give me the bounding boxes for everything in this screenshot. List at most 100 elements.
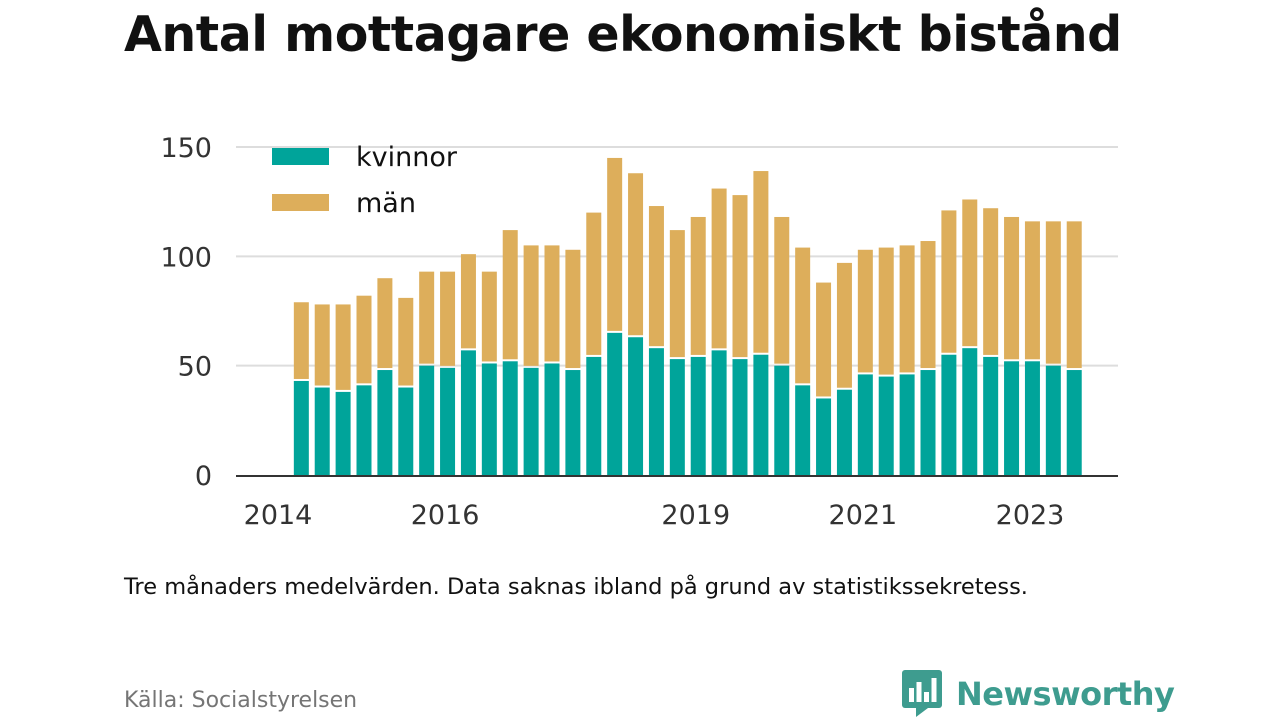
bar-kvinnor	[1004, 361, 1020, 475]
chart-caption: Tre månaders medelvärden. Data saknas ib…	[124, 574, 1028, 600]
y-tick-label: 50	[178, 352, 212, 383]
newsworthy-logo-icon	[902, 670, 942, 717]
bar-man	[962, 199, 978, 347]
bar-kvinnor	[1045, 365, 1061, 475]
bar-kvinnor	[565, 370, 581, 475]
x-tick-label: 2019	[661, 500, 730, 531]
bar-man	[983, 208, 999, 355]
bar-man	[356, 295, 372, 384]
legend-label-kvinnor: kvinnor	[356, 142, 458, 173]
bar-kvinnor	[962, 348, 978, 475]
bar-kvinnor	[398, 387, 414, 475]
bar-man	[1004, 216, 1020, 360]
bar-man	[523, 245, 539, 366]
bar-kvinnor	[628, 337, 644, 475]
bar-kvinnor	[836, 389, 852, 475]
bar-kvinnor	[983, 356, 999, 475]
bar-man	[920, 241, 936, 369]
x-tick-label: 2016	[411, 500, 480, 531]
source-note: Källa: Socialstyrelsen	[124, 688, 358, 713]
bar-kvinnor	[690, 356, 706, 475]
y-tick-label: 150	[160, 133, 212, 164]
bar-kvinnor	[899, 374, 915, 475]
bar-man	[669, 230, 685, 358]
bar-man	[335, 304, 351, 390]
bar-man	[857, 249, 873, 373]
bars	[293, 157, 1082, 475]
bar-man	[481, 271, 497, 362]
bar-kvinnor	[377, 370, 393, 475]
bar-kvinnor	[523, 367, 539, 475]
bar-man	[586, 212, 602, 355]
bar-man	[565, 249, 581, 369]
bar-kvinnor	[356, 385, 372, 475]
bar-kvinnor	[607, 332, 623, 475]
bar-man	[377, 278, 393, 369]
bar-man	[1066, 221, 1082, 369]
bar-kvinnor	[857, 374, 873, 475]
bar-man	[1024, 221, 1040, 360]
bar-man	[690, 216, 706, 355]
bar-man	[836, 262, 852, 388]
bar-kvinnor	[502, 361, 518, 475]
bar-chart: 0 50 100 150 2014 2016 2019 2021 2023 kvinnor m…	[160, 133, 1118, 531]
bar-kvinnor	[711, 350, 727, 475]
bar-man	[628, 173, 644, 336]
bar-kvinnor	[753, 354, 769, 475]
bar-man	[941, 210, 957, 353]
x-axis-tick-labels: 2014 2016 2019 2021 2023	[244, 500, 1065, 531]
bar-man	[544, 245, 560, 362]
legend-swatch-kvinnor	[272, 148, 329, 165]
y-tick-label: 0	[195, 461, 212, 492]
bar-man	[816, 282, 832, 397]
bar-man	[732, 195, 748, 358]
legend: kvinnor män	[272, 142, 458, 219]
bar-kvinnor	[440, 367, 456, 475]
bar-kvinnor	[335, 391, 351, 475]
brand-logo[interactable]: Newsworthy	[902, 670, 1175, 718]
bar-man	[460, 254, 476, 349]
bar-kvinnor	[795, 385, 811, 475]
brand-name: Newsworthy	[956, 675, 1175, 713]
bar-kvinnor	[648, 348, 664, 475]
bar-kvinnor	[816, 398, 832, 475]
bar-kvinnor	[920, 370, 936, 475]
bar-kvinnor	[669, 359, 685, 475]
bar-man	[711, 188, 727, 349]
bar-man	[774, 216, 790, 364]
bar-man	[419, 271, 435, 364]
bar-kvinnor	[1024, 361, 1040, 475]
legend-swatch-man	[272, 194, 329, 211]
bar-kvinnor	[419, 365, 435, 475]
bar-man	[1045, 221, 1061, 364]
chart-title: Antal mottagare ekonomiskt bistånd	[124, 6, 1122, 63]
bar-kvinnor	[586, 356, 602, 475]
bar-kvinnor	[544, 363, 560, 475]
bar-man	[440, 271, 456, 366]
x-tick-label: 2023	[996, 500, 1065, 531]
bar-kvinnor	[293, 380, 309, 475]
bar-kvinnor	[1066, 370, 1082, 475]
x-tick-label: 2014	[244, 500, 313, 531]
bar-man	[314, 304, 330, 386]
bar-man	[648, 206, 664, 347]
bar-kvinnor	[774, 365, 790, 475]
bar-kvinnor	[314, 387, 330, 475]
bar-man	[502, 230, 518, 360]
bar-kvinnor	[878, 376, 894, 475]
bar-man	[795, 247, 811, 384]
bar-man	[899, 245, 915, 373]
bar-man	[878, 247, 894, 375]
legend-label-man: män	[356, 188, 416, 219]
bar-kvinnor	[460, 350, 476, 475]
bar-man	[607, 157, 623, 331]
bar-kvinnor	[941, 354, 957, 475]
bar-kvinnor	[481, 363, 497, 475]
bar-man	[398, 297, 414, 386]
y-axis-tick-labels: 0 50 100 150	[160, 133, 212, 492]
y-tick-label: 100	[160, 242, 212, 273]
bar-man	[753, 171, 769, 353]
bar-kvinnor	[732, 359, 748, 475]
x-tick-label: 2021	[829, 500, 898, 531]
bar-man	[293, 302, 309, 379]
